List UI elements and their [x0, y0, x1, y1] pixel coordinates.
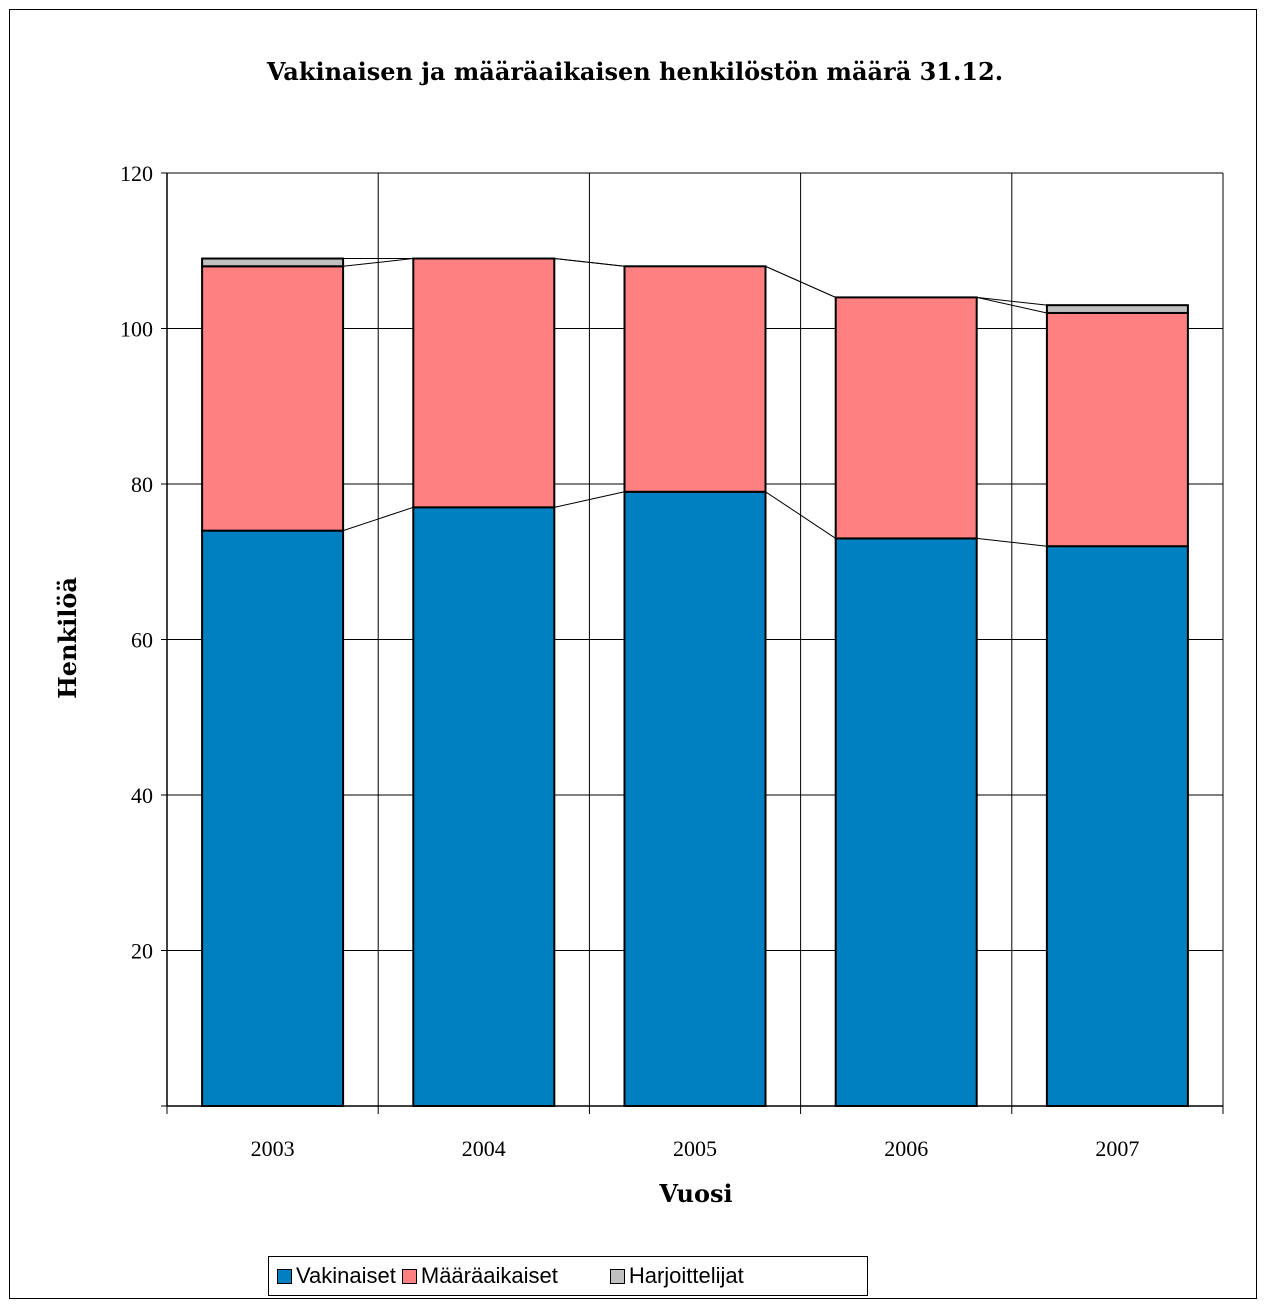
legend: Vakinaiset Määräaikaiset Harjoittelijat — [268, 1256, 868, 1296]
bar-määräaikaiset-2004 — [412, 257, 556, 509]
legend-swatch-harjoittelijat — [609, 1268, 625, 1284]
x-tick-label: 2005 — [673, 1136, 717, 1161]
y-tick-label: 80 — [131, 472, 153, 497]
bar-määräaikaiset-2006 — [834, 296, 978, 540]
bar-vakinaiset-2005 — [623, 490, 767, 1107]
x-tick-label: 2003 — [251, 1136, 295, 1161]
legend-item-harjoittelijat: Harjoittelijat — [609, 1263, 744, 1289]
series-line-harjoittelijat — [765, 265, 836, 298]
y-tick-label: 120 — [120, 161, 153, 186]
x-tick-label: 2007 — [1095, 1136, 1139, 1161]
legend-swatch-vakinaiset — [277, 1268, 292, 1284]
series-line-vakinaiset — [765, 491, 836, 539]
y-tick-label: 60 — [131, 628, 153, 653]
x-tick-label: 2004 — [462, 1136, 506, 1161]
legend-label-maaraaikaiset: Määräaikaiset — [420, 1263, 558, 1288]
bar-määräaikaiset-2007 — [1045, 311, 1189, 548]
bar-vakinaiset-2003 — [201, 529, 345, 1107]
legend-label-harjoittelijat: Harjoittelijat — [628, 1263, 744, 1288]
x-tick-label: 2006 — [884, 1136, 928, 1161]
bar-harjoittelijat-2007 — [1045, 304, 1189, 314]
legend-item-vakinaiset: Vakinaiset — [277, 1263, 396, 1289]
y-axis-title: Henkilöä — [53, 577, 82, 699]
legend-item-maaraaikaiset: Määräaikaiset — [401, 1263, 558, 1289]
bar-vakinaiset-2007 — [1045, 545, 1189, 1107]
plot-area: 20 40 60 80 100 120 2003 2004 2005 2006 2007 — [120, 161, 1224, 1161]
y-tick-label: 40 — [131, 783, 153, 808]
bar-määräaikaiset-2005 — [623, 265, 767, 493]
series-line-vakinaiset — [554, 491, 625, 508]
legend-swatch-maaraaikaiset — [401, 1268, 417, 1284]
x-axis-title: Vuosi — [658, 1179, 732, 1208]
bar-vakinaiset-2006 — [834, 537, 978, 1107]
bar-määräaikaiset-2003 — [201, 265, 345, 532]
series-line-määräaikaiset — [976, 296, 1048, 314]
legend-label-vakinaiset: Vakinaiset — [296, 1263, 396, 1288]
y-tick-label: 100 — [120, 317, 153, 342]
series-line-harjoittelijat — [554, 258, 625, 267]
bar-vakinaiset-2004 — [412, 506, 556, 1107]
series-line-vakinaiset — [976, 537, 1047, 547]
series-line-harjoittelijat — [976, 296, 1047, 306]
series-line-vakinaiset — [342, 506, 414, 532]
series-line-määräaikaiset — [343, 258, 414, 267]
chart-title: Vakinaisen ja määräaikaisen henkilöstön … — [266, 57, 1003, 86]
y-tick-label: 20 — [131, 939, 153, 964]
bar-harjoittelijat-2003 — [201, 257, 345, 268]
